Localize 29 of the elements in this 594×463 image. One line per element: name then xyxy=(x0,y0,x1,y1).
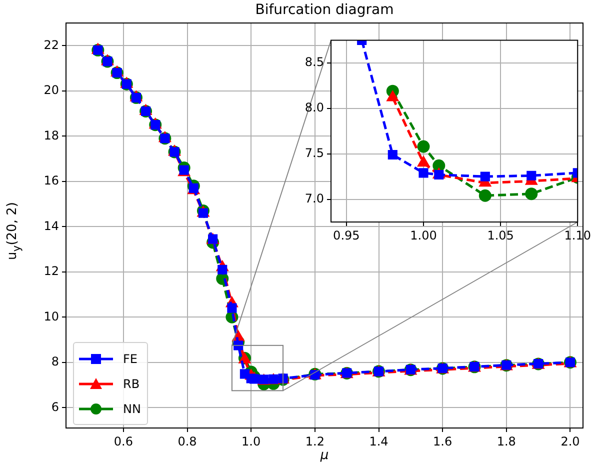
x-tick-label: 1.0 xyxy=(242,434,261,448)
x-tick-label: 1.05 xyxy=(487,228,514,242)
y-tick-label: 6 xyxy=(51,400,59,414)
y-tick-label: 10 xyxy=(44,309,59,324)
x-tick-label: 1.4 xyxy=(369,434,388,448)
y-tick-label: 8.5 xyxy=(304,55,324,70)
x-tick-label: 0.95 xyxy=(333,228,360,242)
legend-label: FE xyxy=(123,352,138,366)
y-tick-label: 8 xyxy=(51,354,59,369)
y-tick-label: 14 xyxy=(44,218,59,233)
x-tick-label: 2.0 xyxy=(560,434,580,448)
y-tick-label: 12 xyxy=(44,264,59,278)
x-tick-label: 0.6 xyxy=(114,434,133,448)
x-tick-label: 1.8 xyxy=(496,434,516,448)
legend-label: RB xyxy=(123,376,140,390)
y-tick-label: 20 xyxy=(44,83,59,97)
y-tick-label: 7.0 xyxy=(304,191,324,206)
y-tick-label: 7.5 xyxy=(304,146,324,160)
x-tick-label: 0.8 xyxy=(178,434,197,448)
y-tick-label: 18 xyxy=(44,128,59,142)
x-tick-label: 1.6 xyxy=(433,434,452,448)
legend-label: NN xyxy=(123,402,141,416)
x-axis-title: μ xyxy=(319,448,330,463)
x-tick-label: 1.2 xyxy=(305,434,324,448)
y-tick-label: 8.0 xyxy=(304,100,324,114)
x-tick-label: 1.00 xyxy=(410,228,437,242)
chart-title: Bifurcation diagram xyxy=(254,2,395,18)
y-tick-label: 16 xyxy=(44,174,59,188)
y-tick-label: 22 xyxy=(44,38,59,52)
